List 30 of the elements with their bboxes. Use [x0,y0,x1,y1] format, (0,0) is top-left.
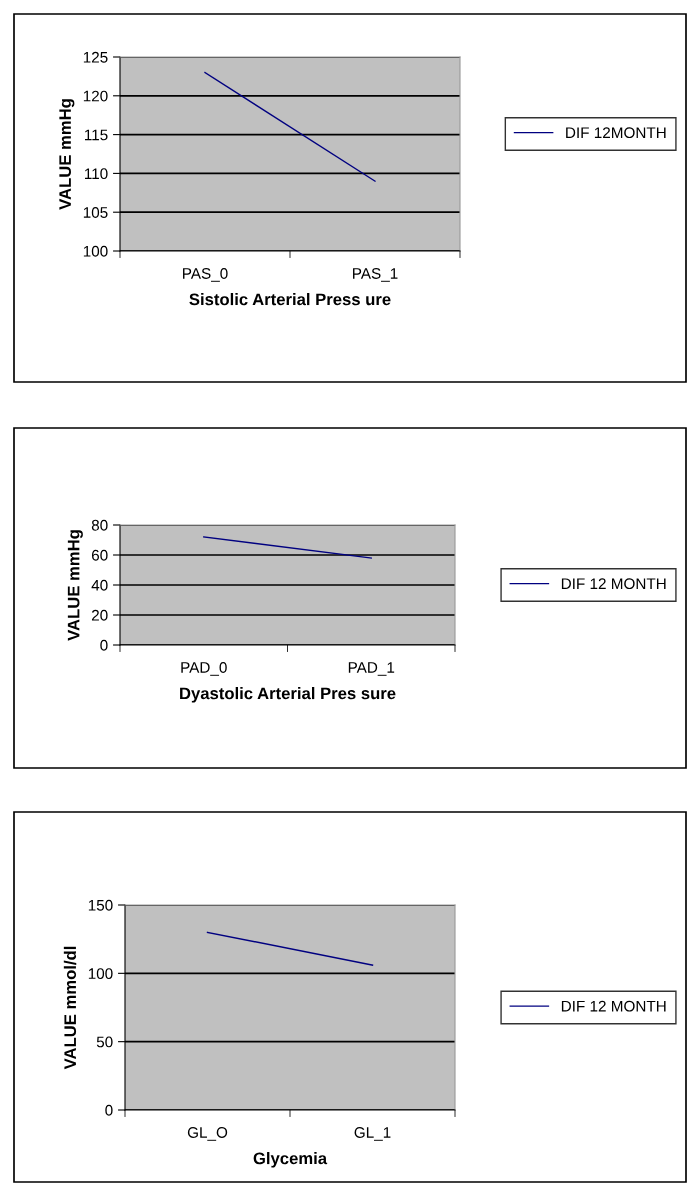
legend-label: DIF 12 MONTH [561,578,666,590]
y-tick-label: 40 [91,579,108,591]
legend-label: DIF 12 MONTH [561,1000,666,1012]
y-tick-label: 50 [96,1036,113,1048]
y-tick-label: 100 [88,968,113,980]
y-tick-label: 60 [91,549,108,561]
x-tick-label: PAD_0 [181,662,227,676]
y-tick-label: 105 [83,207,108,218]
x-axis-title: Dyastolic Arterial Pres sure [180,687,396,703]
y-tick-label: 0 [105,1104,113,1116]
y-tick-label: 120 [83,90,108,102]
y-tick-label: 80 [91,519,108,531]
legend-label: DIF 12MONTH [566,127,666,139]
y-axis-title: VALUE mmHg [59,99,75,210]
y-axis-title: VALUE mmHg [67,530,83,641]
y-tick-label: 100 [83,245,108,257]
y-tick-label: 150 [88,899,113,911]
y-axis-title: VALUE mmol/dl [63,946,77,1070]
x-tick-label: GL_O [187,1127,228,1141]
y-tick-label: 20 [91,609,108,621]
y-tick-label: 0 [100,639,108,651]
x-tick-label: PAS_1 [353,268,398,282]
y-tick-label: 110 [85,168,108,180]
x-axis-title: Sistolic Arterial Press ure [189,293,391,306]
x-tick-label: PAD_1 [348,662,395,676]
x-tick-label: PAS_0 [183,268,228,282]
x-tick-label: GL_1 [354,1127,391,1141]
y-tick-label: 115 [85,129,108,141]
x-axis-title: Glycemia [253,1152,328,1168]
y-tick-label: 125 [83,51,108,63]
